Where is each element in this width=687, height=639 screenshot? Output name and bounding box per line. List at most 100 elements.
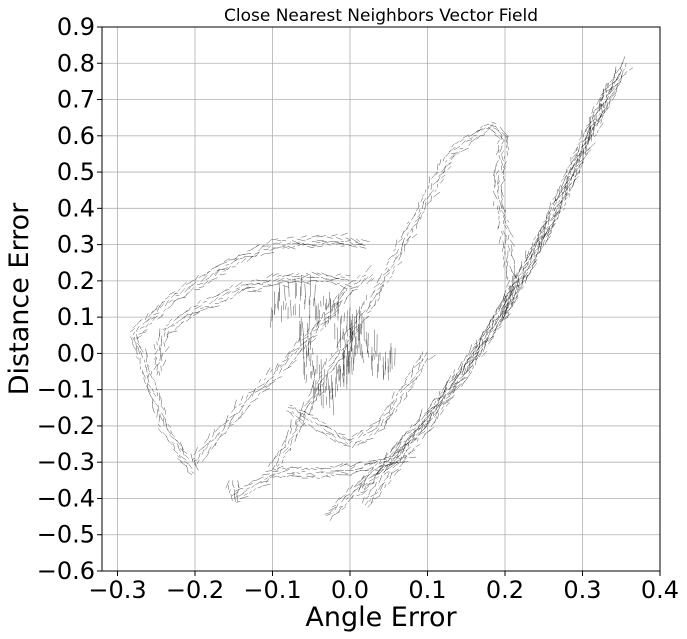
vector-arrow bbox=[336, 241, 345, 245]
vector-arrow bbox=[574, 168, 577, 172]
vector-arrow bbox=[499, 126, 503, 132]
vector-arrow bbox=[479, 338, 481, 345]
vector-arrow bbox=[448, 390, 453, 398]
vector-arrow bbox=[480, 345, 484, 349]
vector-arrow bbox=[286, 236, 294, 239]
vector-arrow bbox=[330, 301, 337, 308]
vector-arrow bbox=[582, 133, 585, 138]
vector-arrow bbox=[575, 146, 578, 150]
vector-arrow bbox=[499, 298, 504, 306]
vector-arrow bbox=[578, 163, 581, 169]
vector-arrow bbox=[270, 376, 275, 380]
vector-arrow bbox=[165, 299, 169, 307]
vector-arrow bbox=[457, 364, 461, 371]
vector-arrow bbox=[286, 466, 293, 470]
vector-arrow bbox=[383, 421, 387, 429]
vector-arrow bbox=[493, 201, 495, 207]
vector-arrow bbox=[391, 407, 395, 416]
vector-arrow bbox=[193, 305, 199, 308]
vector-arrow bbox=[310, 333, 312, 351]
vector-arrow bbox=[608, 81, 615, 87]
vector-arrow bbox=[595, 115, 597, 121]
vector-arrow bbox=[471, 136, 478, 142]
vector-arrow bbox=[553, 211, 557, 217]
vector-arrow bbox=[506, 294, 512, 302]
vector-arrow bbox=[165, 296, 170, 300]
vector-arrow bbox=[527, 252, 532, 259]
vector-arrow bbox=[531, 251, 537, 257]
vector-arrow bbox=[305, 418, 309, 421]
vector-arrow bbox=[236, 261, 240, 265]
vector-arrow bbox=[597, 103, 603, 110]
vector-arrow bbox=[277, 476, 282, 479]
vector-arrow bbox=[415, 444, 421, 448]
vector-arrow bbox=[341, 351, 344, 358]
vector-arrow bbox=[345, 287, 348, 292]
vector-arrow bbox=[358, 431, 364, 439]
vector-arrow bbox=[522, 274, 525, 280]
vector-arrow bbox=[501, 210, 505, 216]
vector-arrow bbox=[593, 133, 597, 138]
vector-arrow bbox=[286, 474, 295, 477]
vector-arrow bbox=[358, 482, 364, 491]
vector-arrow bbox=[416, 216, 421, 224]
vector-arrow bbox=[510, 285, 512, 293]
vector-arrow bbox=[452, 389, 456, 394]
vector-arrow bbox=[323, 369, 325, 394]
vector-arrow bbox=[431, 172, 438, 179]
vector-arrow bbox=[461, 376, 466, 380]
vector-arrow bbox=[334, 302, 336, 317]
vector-arrow bbox=[282, 455, 286, 459]
vector-arrow bbox=[415, 377, 418, 381]
vector-arrow bbox=[400, 383, 407, 388]
vector-arrow bbox=[341, 437, 346, 441]
vector-arrow bbox=[473, 134, 477, 137]
vector-arrow bbox=[393, 400, 396, 406]
vector-arrow bbox=[378, 412, 384, 420]
vector-arrow bbox=[417, 202, 420, 207]
vector-arrow bbox=[486, 329, 489, 335]
vector-arrow bbox=[274, 303, 276, 315]
vector-arrow bbox=[533, 249, 535, 254]
y-tick-label: 0.8 bbox=[57, 49, 95, 77]
vector-arrow bbox=[620, 73, 627, 78]
vector-arrow bbox=[581, 161, 585, 165]
vector-arrow bbox=[563, 170, 569, 178]
vector-arrow bbox=[286, 273, 294, 277]
vector-arrow bbox=[609, 99, 611, 106]
vector-arrow bbox=[204, 446, 209, 451]
vector-arrow bbox=[326, 243, 331, 246]
y-tick-label: −0.2 bbox=[37, 412, 95, 440]
vector-arrow bbox=[353, 282, 359, 285]
vector-arrow bbox=[321, 378, 324, 381]
vector-arrow bbox=[261, 388, 270, 393]
vector-arrow bbox=[318, 375, 323, 380]
vector-arrow bbox=[155, 403, 159, 407]
vector-arrow bbox=[520, 280, 526, 284]
vector-arrow bbox=[503, 311, 507, 318]
vector-arrow bbox=[299, 413, 301, 422]
vector-arrow bbox=[365, 468, 371, 472]
vector-arrow bbox=[164, 332, 166, 337]
vector-arrow bbox=[396, 462, 400, 465]
vector-arrow bbox=[424, 201, 427, 210]
vector-arrow bbox=[132, 337, 137, 345]
vector-arrow bbox=[205, 452, 210, 458]
vector-arrow bbox=[261, 473, 270, 476]
vector-arrow bbox=[414, 430, 417, 434]
vector-arrow bbox=[233, 399, 237, 409]
vector-arrow bbox=[473, 346, 481, 353]
vector-arrow bbox=[294, 424, 299, 431]
vector-arrow bbox=[413, 420, 421, 427]
vector-arrow bbox=[502, 215, 507, 224]
vector-arrow bbox=[222, 291, 229, 296]
vector-arrow bbox=[421, 193, 425, 197]
vector-arrow bbox=[255, 279, 261, 281]
vector-arrow bbox=[234, 254, 240, 260]
vector-arrow bbox=[389, 461, 396, 466]
vector-arrow bbox=[194, 305, 202, 310]
vector-arrow bbox=[367, 467, 374, 474]
vector-arrow bbox=[375, 424, 379, 428]
vector-arrow bbox=[288, 348, 295, 355]
vector-arrow bbox=[492, 328, 497, 336]
